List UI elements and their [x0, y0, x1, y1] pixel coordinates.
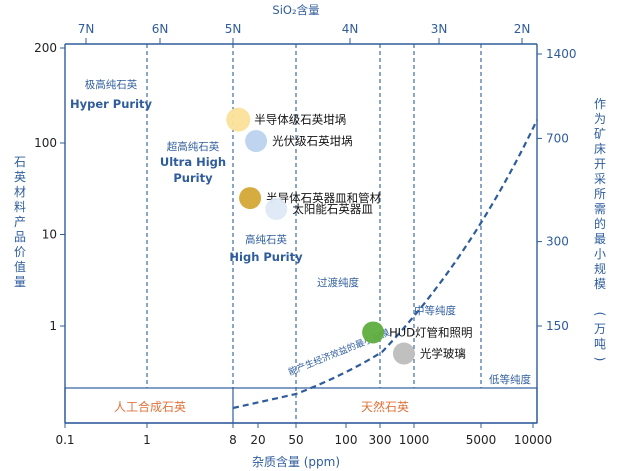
band-left-label: 人工合成石英 [114, 399, 186, 414]
y-axis-title-char: 英 [14, 170, 26, 184]
y-right-axis-title-char: 小 [594, 247, 606, 261]
bottom-band: 人工合成石英 天然石英 [64, 387, 538, 424]
zone-label-en: Ultra High [160, 155, 226, 169]
zone-label: 超高纯石英 [167, 140, 220, 153]
data-point [362, 321, 385, 344]
x-tick-label: 100 [335, 433, 358, 447]
y-tick-label: 100 [34, 136, 57, 150]
y-axis-title-char: 产 [14, 215, 26, 229]
x-axis-ticks: 0.1 1 8 20 50 100 300 1000 5000 10000 [55, 423, 552, 447]
top-tick-label: 2N [514, 22, 531, 36]
data-point [245, 130, 268, 153]
y-right-axis-title-char: 模 [594, 277, 606, 291]
top-axis-title: SiO₂含量 [272, 3, 319, 17]
y-right-axis-title-char: ( [593, 312, 607, 317]
y-right-axis-title-char: ) [593, 357, 607, 362]
top-axis-ticks: 7N 6N 5N 4N 3N 2N [78, 22, 531, 44]
data-point-label: 太阳能石英器皿 [292, 202, 373, 216]
data-point [226, 107, 251, 132]
zone-label: 低等纯度 [489, 373, 531, 386]
zone-label-en: High Purity [229, 250, 303, 264]
y-tick-label: 200 [34, 41, 57, 55]
x-tick-label: 50 [288, 433, 303, 447]
x-tick-label: 20 [250, 433, 265, 447]
y-right-tick-label: 700 [546, 131, 569, 145]
y-right-axis-title-char: 床 [594, 142, 606, 156]
data-point [392, 342, 415, 365]
band-box [64, 387, 538, 424]
y-right-axis-title-char: 为 [594, 112, 606, 126]
y-right-axis-title-char: 规 [594, 261, 606, 276]
y-right-axis-title-char: 需 [594, 202, 606, 216]
top-tick-label: 4N [342, 22, 359, 36]
data-point [239, 187, 262, 210]
x-tick-label: 10000 [514, 433, 552, 447]
x-tick-label: 1 [143, 433, 151, 447]
y-right-axis-title-char: 作 [594, 97, 606, 111]
top-tick-label: 6N [152, 22, 169, 36]
y-axis-title-char: 量 [14, 275, 26, 289]
y-right-tick-label: 150 [546, 319, 569, 333]
y-axis-ticks: 1 10 100 200 [34, 41, 65, 333]
data-point-label: 光伏级石英坩埚 [272, 134, 353, 148]
min-scale-curve: 能产生经济效益的最小规模 [232, 119, 538, 410]
data-point [265, 197, 288, 220]
zone-label: 中等纯度 [414, 304, 456, 317]
zone-label: 高纯石英 [245, 233, 287, 246]
top-tick-label: 3N [431, 22, 448, 36]
zone-dividers [146, 44, 482, 423]
y-right-axis-title-char: 最 [594, 232, 606, 246]
y-right-axis-title-char: 开 [594, 157, 606, 171]
band-right-label: 天然石英 [361, 399, 409, 414]
data-point-label: 光学玻璃 [420, 347, 466, 361]
y-right-axis-title-char: 采 [594, 172, 606, 186]
data-point-label: 半导体石英器皿和管材 [266, 191, 381, 205]
y-right-axis-title-char: 矿 [594, 127, 606, 141]
y-axis-title-char: 值 [14, 259, 26, 274]
x-tick-label: 300 [369, 433, 392, 447]
y-right-tick-label: 300 [546, 235, 569, 249]
x-tick-label: 8 [229, 433, 237, 447]
x-axis-title: 杂质含量 (ppm) [252, 454, 340, 469]
data-point-label: 半导体级石英坩埚 [254, 113, 346, 127]
x-tick-label: 1000 [399, 433, 430, 447]
top-tick-label: 7N [78, 22, 95, 36]
y-axis-title-char: 料 [14, 200, 26, 214]
y-tick-label: 10 [42, 228, 57, 242]
y-axis-title-char: 品 [14, 230, 26, 244]
y-axis-title-char: 价 [14, 245, 26, 259]
y-right-axis-title-char: 所 [594, 187, 606, 201]
y-right-axis-title-char: 吨 [594, 337, 606, 351]
zone-label: 极高纯石英 [85, 78, 138, 91]
y-axis-title-char: 材 [14, 185, 26, 199]
x-tick-label: 5000 [466, 433, 497, 447]
y-axis-title-char: 石 [14, 155, 26, 169]
y-right-axis-ticks: 150 300 700 1400 [537, 47, 577, 333]
zone-label-en: Hyper Purity [70, 97, 153, 111]
x-tick-label: 0.1 [55, 433, 74, 447]
y-right-tick-label: 1400 [546, 47, 577, 61]
purity-zone-labels: 极高纯石英 Hyper Purity 超高纯石英 Ultra High Purity 高纯… [70, 78, 532, 386]
top-tick-label: 5N [225, 22, 242, 36]
y-right-axis-title-char: 万 [594, 322, 606, 336]
data-point-label: HUD灯管和照明 [389, 325, 472, 339]
y-tick-label: 1 [49, 319, 57, 333]
curve-line [232, 119, 538, 410]
zone-label: 过渡纯度 [317, 276, 359, 289]
zone-label-en: Purity [173, 171, 213, 185]
y-right-axis-title-char: 的 [594, 216, 606, 231]
